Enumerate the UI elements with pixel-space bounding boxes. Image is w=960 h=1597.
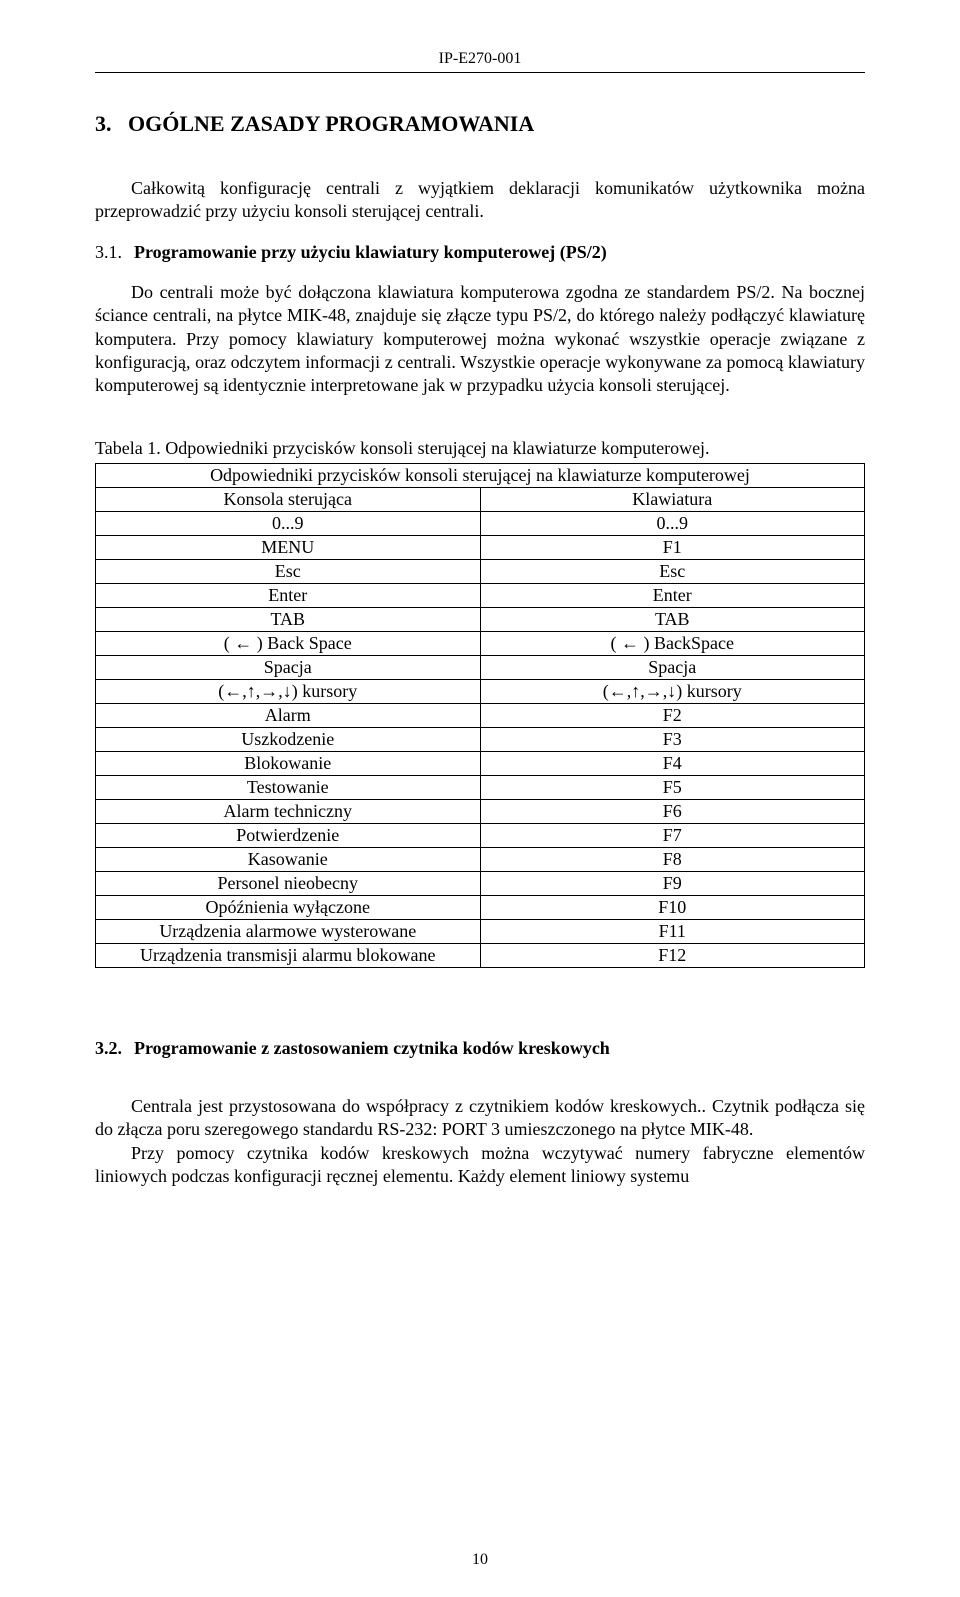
table-row: EnterEnter — [96, 583, 865, 607]
table-cell-keyboard: F3 — [480, 727, 865, 751]
header-rule — [95, 72, 865, 73]
table-row: Alarm technicznyF6 — [96, 799, 865, 823]
table-header-row-full: Odpowiedniki przycisków konsoli sterując… — [96, 463, 865, 487]
table-caption: Tabela 1. Odpowiedniki przycisków konsol… — [95, 438, 865, 459]
table-row: Urządzenia transmisji alarmu blokowaneF1… — [96, 943, 865, 967]
table-cell-console: Esc — [96, 559, 481, 583]
table-cell-console: Urządzenia transmisji alarmu blokowane — [96, 943, 481, 967]
table-cell-keyboard: F1 — [480, 535, 865, 559]
header-doc-code: IP-E270-001 — [95, 50, 865, 68]
table-cell-keyboard: Enter — [480, 583, 865, 607]
page-number: 10 — [0, 1551, 960, 1569]
section-number: 3. — [95, 111, 112, 136]
table-cell-keyboard: F5 — [480, 775, 865, 799]
key-equivalents-table: Odpowiedniki przycisków konsoli sterując… — [95, 463, 865, 968]
table-cell-console: Testowanie — [96, 775, 481, 799]
table-cell-console: (←,↑,→,↓) kursory — [96, 679, 481, 703]
table-row: SpacjaSpacja — [96, 655, 865, 679]
table-col2-header: Klawiatura — [480, 487, 865, 511]
document-page: IP-E270-001 3. OGÓLNE ZASADY PROGRAMOWAN… — [0, 0, 960, 1597]
table-cell-keyboard: Esc — [480, 559, 865, 583]
sub31-paragraph: Do centrali może być dołączona klawiatur… — [95, 281, 865, 398]
table-row: AlarmF2 — [96, 703, 865, 727]
table-cell-console: ( ← ) Back Space — [96, 631, 481, 655]
table-cell-keyboard: 0...9 — [480, 511, 865, 535]
table-cell-console: Alarm techniczny — [96, 799, 481, 823]
table-row: BlokowanieF4 — [96, 751, 865, 775]
table-cell-keyboard: F10 — [480, 895, 865, 919]
table-row: Urządzenia alarmowe wysterowaneF11 — [96, 919, 865, 943]
subsection-3-1-heading: 3.1. Programowanie przy użyciu klawiatur… — [95, 242, 865, 263]
table-cell-console: Opóźnienia wyłączone — [96, 895, 481, 919]
table-col1-header: Konsola sterująca — [96, 487, 481, 511]
subsection-3-2-heading: 3.2. Programowanie z zastosowaniem czytn… — [95, 1038, 865, 1059]
table-cell-keyboard: (←,↑,→,↓) kursory — [480, 679, 865, 703]
subsection-title: Programowanie z zastosowaniem czytnika k… — [134, 1038, 610, 1058]
table-cell-keyboard: F7 — [480, 823, 865, 847]
table-cell-console: MENU — [96, 535, 481, 559]
table-header-full: Odpowiedniki przycisków konsoli sterując… — [96, 463, 865, 487]
subsection-number: 3.1. — [95, 242, 122, 263]
table-cell-console: Potwierdzenie — [96, 823, 481, 847]
table-cell-console: 0...9 — [96, 511, 481, 535]
table-row: UszkodzenieF3 — [96, 727, 865, 751]
section-title: OGÓLNE ZASADY PROGRAMOWANIA — [128, 111, 534, 136]
table-row: Opóźnienia wyłączoneF10 — [96, 895, 865, 919]
subsection-title: Programowanie przy użyciu klawiatury kom… — [134, 242, 607, 262]
table-cell-keyboard: F12 — [480, 943, 865, 967]
table-cell-keyboard: F4 — [480, 751, 865, 775]
table-row: ( ← ) Back Space( ← ) BackSpace — [96, 631, 865, 655]
table-cell-console: Enter — [96, 583, 481, 607]
table-cell-keyboard: TAB — [480, 607, 865, 631]
table-cell-console: Spacja — [96, 655, 481, 679]
table-row: KasowanieF8 — [96, 847, 865, 871]
table-row: TABTAB — [96, 607, 865, 631]
table-cell-keyboard: F11 — [480, 919, 865, 943]
table-header-row-cols: Konsola sterująca Klawiatura — [96, 487, 865, 511]
table-cell-console: Uszkodzenie — [96, 727, 481, 751]
table-cell-keyboard: ( ← ) BackSpace — [480, 631, 865, 655]
table-cell-keyboard: Spacja — [480, 655, 865, 679]
table-cell-keyboard: F6 — [480, 799, 865, 823]
table-cell-console: Urządzenia alarmowe wysterowane — [96, 919, 481, 943]
table-cell-keyboard: F8 — [480, 847, 865, 871]
table-row: 0...90...9 — [96, 511, 865, 535]
table-row: MENUF1 — [96, 535, 865, 559]
table-row: TestowanieF5 — [96, 775, 865, 799]
subsection-number: 3.2. — [95, 1038, 122, 1059]
intro-paragraph: Całkowitą konfigurację centrali z wyjątk… — [95, 177, 865, 224]
sub32-paragraph-1: Centrala jest przystosowana do współprac… — [95, 1095, 865, 1142]
table-cell-console: TAB — [96, 607, 481, 631]
table-cell-keyboard: F2 — [480, 703, 865, 727]
table-row: (←,↑,→,↓) kursory(←,↑,→,↓) kursory — [96, 679, 865, 703]
table-cell-keyboard: F9 — [480, 871, 865, 895]
table-row: EscEsc — [96, 559, 865, 583]
table-cell-console: Kasowanie — [96, 847, 481, 871]
sub32-paragraph-2: Przy pomocy czytnika kodów kreskowych mo… — [95, 1142, 865, 1189]
table-cell-console: Blokowanie — [96, 751, 481, 775]
table-row: Personel nieobecnyF9 — [96, 871, 865, 895]
table-cell-console: Personel nieobecny — [96, 871, 481, 895]
section-heading: 3. OGÓLNE ZASADY PROGRAMOWANIA — [95, 111, 865, 137]
table-cell-console: Alarm — [96, 703, 481, 727]
table-row: PotwierdzenieF7 — [96, 823, 865, 847]
